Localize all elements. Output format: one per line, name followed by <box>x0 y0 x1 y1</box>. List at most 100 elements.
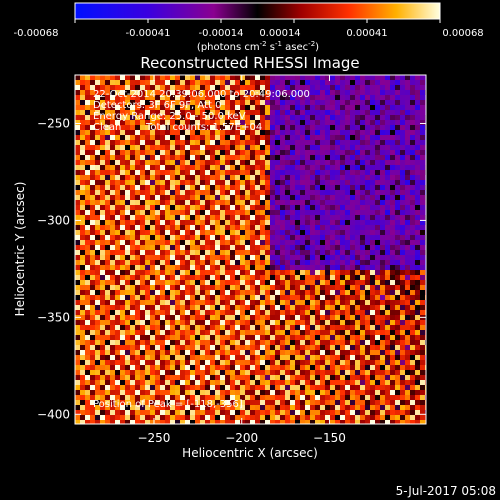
heatmap-cell <box>320 400 326 406</box>
heatmap-cell <box>375 190 381 196</box>
heatmap-cell <box>190 245 196 251</box>
heatmap-cell <box>90 220 96 226</box>
heatmap-cell <box>285 155 291 161</box>
heatmap-cell <box>245 155 251 161</box>
heatmap-cell <box>275 90 281 96</box>
heatmap-cell <box>310 120 316 126</box>
heatmap-cell <box>395 200 401 206</box>
heatmap-cell <box>200 90 206 96</box>
heatmap-cell <box>145 115 151 121</box>
heatmap-cell <box>95 250 101 256</box>
heatmap-cell <box>245 360 251 366</box>
heatmap-cell <box>360 95 366 101</box>
heatmap-cell <box>375 220 381 226</box>
heatmap-cell <box>155 330 161 336</box>
heatmap-cell <box>200 265 206 271</box>
heatmap-cell <box>405 165 411 171</box>
heatmap-cell <box>90 280 96 286</box>
heatmap-cell <box>90 270 96 276</box>
heatmap-cell <box>340 95 346 101</box>
heatmap-cell <box>200 190 206 196</box>
heatmap-cell <box>215 345 221 351</box>
heatmap-cell <box>110 135 116 141</box>
heatmap-cell <box>135 335 141 341</box>
heatmap-cell <box>360 180 366 186</box>
heatmap-cell <box>130 410 136 416</box>
heatmap-cell <box>150 140 156 146</box>
heatmap-cell <box>195 165 201 171</box>
heatmap-cell <box>395 310 401 316</box>
heatmap-cell <box>200 145 206 151</box>
heatmap-cell <box>340 340 346 346</box>
heatmap-cell <box>270 375 276 381</box>
heatmap-cell <box>110 420 116 424</box>
heatmap-cell <box>280 375 286 381</box>
heatmap-cell <box>190 350 196 356</box>
heatmap-cell <box>250 115 256 121</box>
heatmap-cell <box>230 345 236 351</box>
heatmap-cell <box>310 325 316 331</box>
heatmap-cell <box>220 215 226 221</box>
heatmap-cell <box>75 150 81 156</box>
heatmap-cell <box>170 305 176 311</box>
heatmap-cell <box>220 335 226 341</box>
heatmap-cell <box>380 360 386 366</box>
heatmap-cell <box>230 90 236 96</box>
heatmap-cell <box>105 165 111 171</box>
heatmap-cell <box>250 150 256 156</box>
heatmap-cell <box>335 370 341 376</box>
heatmap-cell <box>135 370 141 376</box>
heatmap-cell <box>140 280 146 286</box>
heatmap-cell <box>405 395 411 401</box>
heatmap-cell <box>235 365 241 371</box>
heatmap-cell <box>120 375 126 381</box>
heatmap-cell <box>185 340 191 346</box>
heatmap-cell <box>295 205 301 211</box>
heatmap-cell <box>95 345 101 351</box>
heatmap-cell <box>325 205 331 211</box>
heatmap-cell <box>310 310 316 316</box>
heatmap-cell <box>355 75 361 81</box>
heatmap-cell <box>125 270 131 276</box>
heatmap-cell <box>135 265 141 271</box>
heatmap-cell <box>315 420 321 424</box>
heatmap-cell <box>130 100 136 106</box>
heatmap-cell <box>135 230 141 236</box>
heatmap-cell <box>275 125 281 131</box>
heatmap-cell <box>235 400 241 406</box>
heatmap-cell <box>160 270 166 276</box>
heatmap-cell <box>330 325 336 331</box>
heatmap-cell <box>335 360 341 366</box>
heatmap-cell <box>365 275 371 281</box>
heatmap-cell <box>90 325 96 331</box>
heatmap-cell <box>280 195 286 201</box>
heatmap-cell <box>155 280 161 286</box>
heatmap-cell <box>335 160 341 166</box>
heatmap-cell <box>195 215 201 221</box>
heatmap-cell <box>100 220 106 226</box>
heatmap-cell <box>270 390 276 396</box>
heatmap-cell <box>360 395 366 401</box>
heatmap-cell <box>315 380 321 386</box>
heatmap-cell <box>205 370 211 376</box>
heatmap-cell <box>375 245 381 251</box>
heatmap-cell <box>420 390 426 396</box>
heatmap-cell <box>90 260 96 266</box>
heatmap-cell <box>415 180 421 186</box>
heatmap-cell <box>180 355 186 361</box>
heatmap-cell <box>130 180 136 186</box>
heatmap-cell <box>155 170 161 176</box>
heatmap-cell <box>315 160 321 166</box>
heatmap-cell <box>260 130 266 136</box>
heatmap-cell <box>415 255 421 261</box>
heatmap-cell <box>80 410 86 416</box>
heatmap-cell <box>135 240 141 246</box>
heatmap-cell <box>115 75 121 81</box>
heatmap-cell <box>410 145 416 151</box>
heatmap-cell <box>330 215 336 221</box>
heatmap-cell <box>370 125 376 131</box>
heatmap-cell <box>255 305 261 311</box>
heatmap-cell <box>250 195 256 201</box>
heatmap-cell <box>205 310 211 316</box>
heatmap-cell <box>185 420 191 424</box>
